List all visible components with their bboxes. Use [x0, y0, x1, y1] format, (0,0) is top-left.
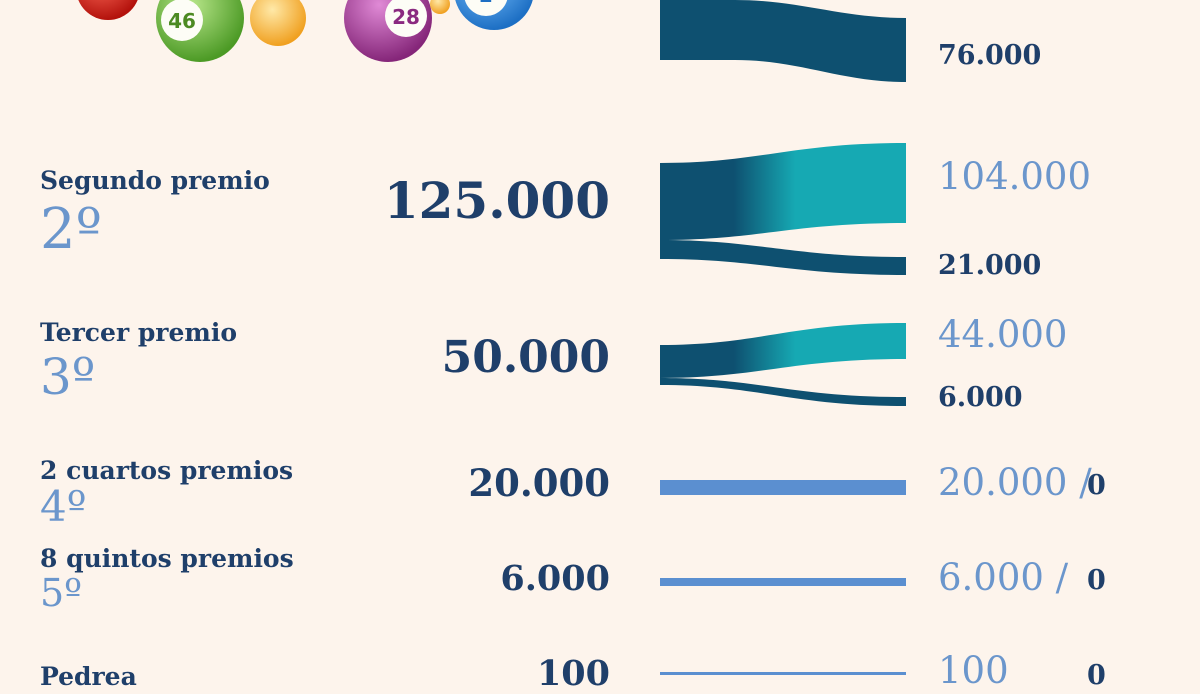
output-value: 76.000 — [938, 40, 1042, 71]
prize-title: Pedrea — [40, 662, 137, 691]
prize-ordinal: 2º — [40, 197, 102, 262]
output-value: 21.000 — [938, 250, 1042, 281]
prize-total: 100 — [536, 653, 610, 694]
green-ball-icon: 46 — [156, 0, 244, 62]
output-value-zero: 0 — [1087, 660, 1106, 691]
flow-prize-2 — [660, 143, 906, 275]
svg-text:2: 2 — [479, 0, 493, 7]
prize-title: Tercer premio — [40, 318, 237, 347]
output-value-zero: 0 — [1087, 565, 1106, 596]
orange-ball-icon — [250, 0, 306, 46]
output-value: 104.000 — [938, 155, 1092, 198]
output-value: 44.000 — [938, 313, 1068, 356]
small-orange-ball-icon — [430, 0, 450, 14]
flow-band-104000 — [660, 143, 906, 240]
output-value-zero: 0 — [1087, 470, 1106, 501]
purple-ball-number: 28 — [392, 5, 420, 29]
flow-band-20000 — [660, 480, 906, 495]
flow-band-100 — [660, 672, 906, 675]
prize-total: 6.000 — [500, 558, 610, 599]
prize-title: Segundo premio — [40, 166, 270, 195]
output-value: 6.000 — [938, 382, 1023, 413]
prize-title: 2 cuartos premios — [40, 456, 294, 485]
prize-total: 20.000 — [468, 461, 610, 505]
prize-title: 8 quintos premios — [40, 544, 294, 573]
purple-ball-icon: 28 — [344, 0, 432, 62]
flow-band-44000 — [660, 323, 906, 378]
flow-band-76000 — [660, 0, 906, 82]
output-value: 20.000 / — [938, 461, 1092, 504]
output-value: 6.000 / — [938, 556, 1069, 599]
flow-prize-1 — [660, 0, 906, 82]
prize-flow-diagram — [660, 0, 906, 675]
flow-band-6000 — [660, 378, 906, 406]
flow-prize-3 — [660, 323, 906, 406]
output-value: 100 — [938, 649, 1009, 692]
flow-band-21000 — [660, 240, 906, 275]
prize-total: 50.000 — [441, 332, 610, 383]
red-ball-icon — [78, 0, 138, 20]
flow-band-6000-fifth — [660, 578, 906, 586]
prize-ordinal: 3º — [40, 348, 96, 406]
lottery-balls-decoration: 46 28 2 — [78, 0, 533, 62]
prize-total: 125.000 — [383, 171, 610, 230]
green-ball-number: 46 — [168, 9, 196, 33]
prize-ordinal: 4º — [40, 482, 87, 531]
prize-ordinal: 5º — [40, 571, 83, 615]
blue-ball-icon: 2 — [455, 0, 533, 30]
